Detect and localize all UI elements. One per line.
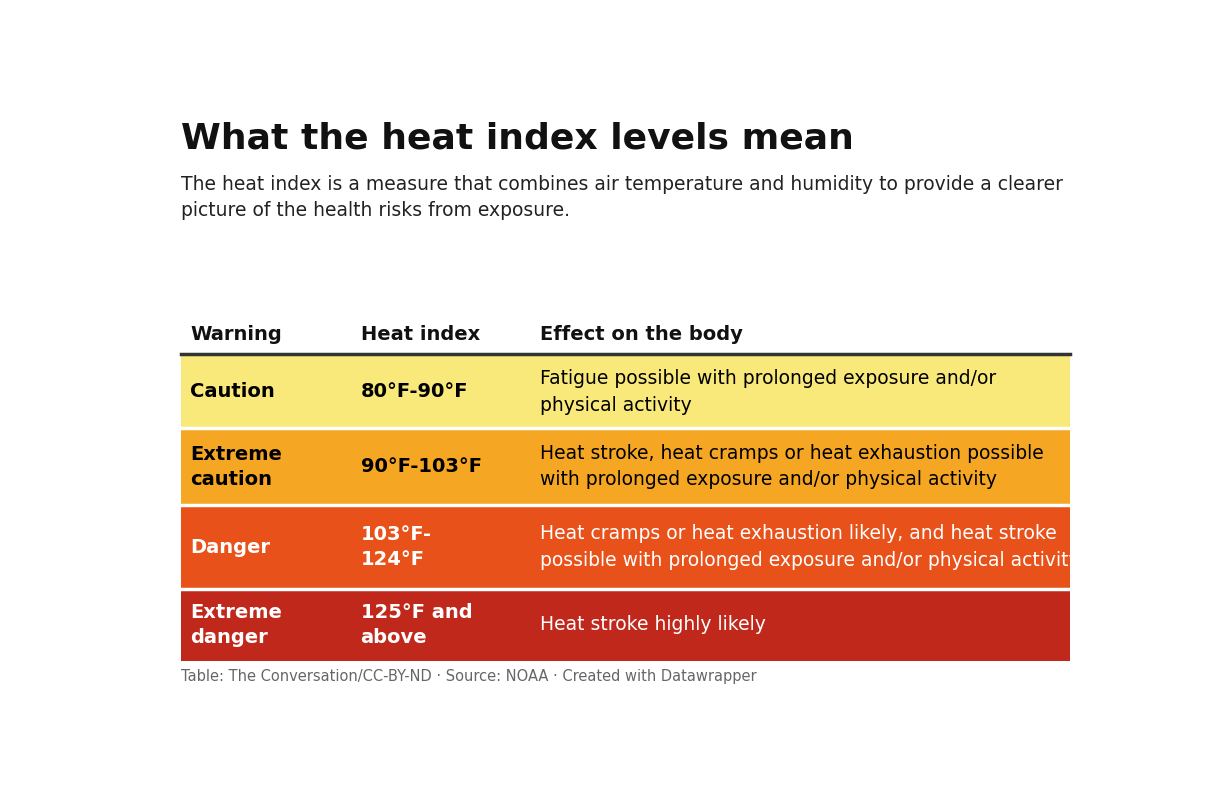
Text: Heat stroke, heat cramps or heat exhaustion possible
with prolonged exposure and: Heat stroke, heat cramps or heat exhaust… <box>540 444 1044 489</box>
Text: Danger: Danger <box>190 537 271 556</box>
Text: 125°F and
above: 125°F and above <box>361 603 472 647</box>
Text: Heat cramps or heat exhaustion likely, and heat stroke
possible with prolonged e: Heat cramps or heat exhaustion likely, a… <box>540 525 1080 570</box>
Text: 90°F-103°F: 90°F-103°F <box>361 457 482 476</box>
Bar <box>181 356 1070 428</box>
Bar <box>181 505 1070 589</box>
Text: What the heat index levels mean: What the heat index levels mean <box>181 122 854 156</box>
Text: Extreme
danger: Extreme danger <box>190 603 282 647</box>
Bar <box>181 589 1070 660</box>
Text: Extreme
caution: Extreme caution <box>190 444 282 489</box>
Text: Heat index: Heat index <box>361 325 479 344</box>
Text: Caution: Caution <box>190 382 274 401</box>
Text: Warning: Warning <box>190 325 282 344</box>
Bar <box>181 428 1070 505</box>
Text: Fatigue possible with prolonged exposure and/or
physical activity: Fatigue possible with prolonged exposure… <box>540 369 997 414</box>
Text: 80°F-90°F: 80°F-90°F <box>361 382 468 401</box>
Text: Table: The Conversation/CC-BY-ND · Source: NOAA · Created with Datawrapper: Table: The Conversation/CC-BY-ND · Sourc… <box>181 669 756 684</box>
Text: Heat stroke highly likely: Heat stroke highly likely <box>540 615 766 634</box>
Text: Effect on the body: Effect on the body <box>540 325 743 344</box>
Text: 103°F-
124°F: 103°F- 124°F <box>361 526 432 569</box>
Text: The heat index is a measure that combines air temperature and humidity to provid: The heat index is a measure that combine… <box>181 175 1063 220</box>
